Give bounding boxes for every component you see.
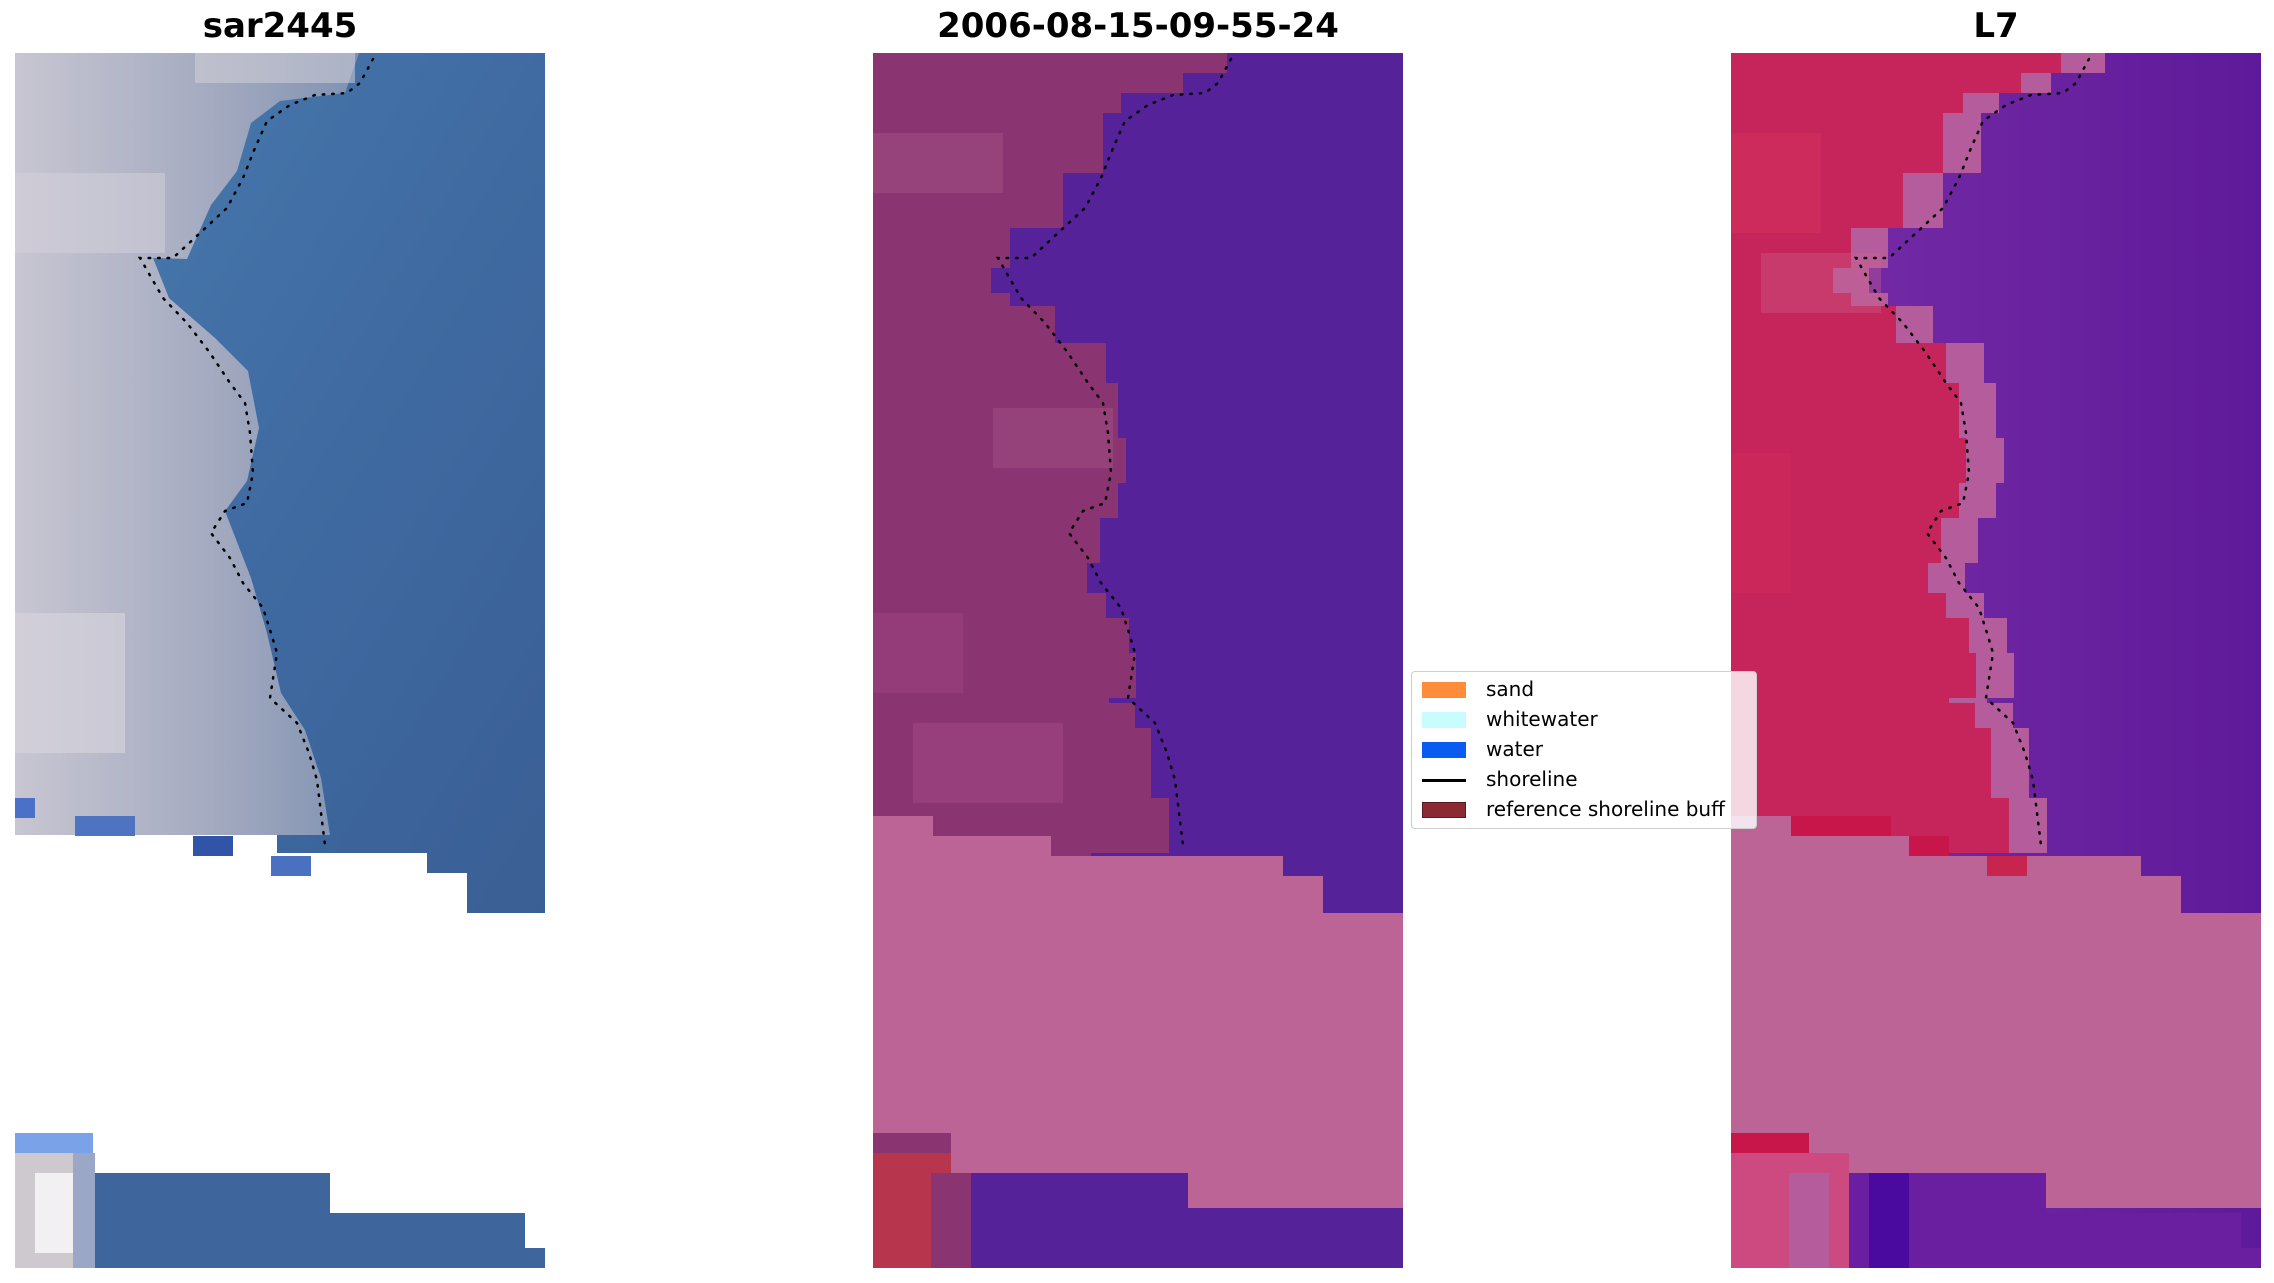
legend-label-water: water bbox=[1486, 737, 1543, 761]
panel-title-index: L7 bbox=[1973, 6, 2019, 46]
index-land-patch bbox=[1761, 253, 1881, 313]
classified-bottom-land bbox=[873, 1133, 951, 1153]
index-land-region bbox=[1731, 53, 2061, 853]
rgb-image bbox=[15, 53, 545, 1268]
classified-edge-patch bbox=[933, 816, 993, 836]
index-bottom-red bbox=[1731, 1133, 1809, 1153]
shoreline bbox=[137, 57, 375, 847]
sand-swatch bbox=[1422, 682, 1466, 698]
panel-title-classified: 2006-08-15-09-55-24 bbox=[937, 6, 1339, 46]
legend-label-shoreline: shoreline bbox=[1486, 767, 1578, 791]
water-swatch bbox=[1422, 742, 1466, 758]
rgb-bottom-bright bbox=[35, 1173, 75, 1253]
reference-buffer bbox=[873, 816, 1403, 1268]
index-edge-patch bbox=[1909, 836, 1949, 856]
classified-edge-patch bbox=[1051, 836, 1091, 856]
classified-edge-patch bbox=[873, 798, 893, 816]
index-image bbox=[1731, 53, 2261, 1268]
rgb-bottom-mid bbox=[73, 1153, 95, 1268]
index-edge-patch bbox=[1987, 856, 2027, 876]
rgb-bottom-strip bbox=[15, 1133, 93, 1153]
classified-image bbox=[873, 53, 1403, 1268]
legend-label-sand: sand bbox=[1486, 677, 1535, 701]
index-land-patch bbox=[1731, 133, 1821, 233]
index-bottom-water bbox=[1809, 1173, 2261, 1268]
rgb-bottom-water bbox=[93, 1173, 545, 1268]
legend-item-reference-buffer: reference shoreline buff bbox=[1422, 795, 1752, 823]
panel-title-rgb: sar2445 bbox=[202, 6, 358, 46]
rgb-water-edge bbox=[271, 856, 311, 876]
reference-buffer bbox=[1731, 816, 2261, 1268]
rgb-land-blob bbox=[195, 53, 355, 83]
classified-land-patch bbox=[913, 723, 1063, 803]
rgb-image-panel bbox=[15, 53, 545, 1268]
classified-bottom-edge bbox=[931, 1173, 971, 1268]
classified-bottom-water bbox=[951, 1173, 1403, 1268]
legend-item-shoreline: shoreline bbox=[1422, 765, 1752, 793]
index-bottom-light bbox=[1789, 1173, 1829, 1268]
rgb-water-edge bbox=[15, 798, 35, 818]
classified-land-patch bbox=[873, 613, 963, 693]
rgb-water-edge bbox=[193, 836, 233, 856]
legend-label-whitewater: whitewater bbox=[1486, 707, 1598, 731]
legend-item-whitewater: whitewater bbox=[1422, 705, 1752, 733]
whitewater-swatch bbox=[1422, 712, 1466, 728]
index-image-panel bbox=[1731, 53, 2261, 1268]
index-land-patch bbox=[1731, 453, 1791, 593]
rgb-land-blob bbox=[15, 173, 165, 253]
legend: sand whitewater water shoreline referenc… bbox=[1411, 671, 1757, 829]
legend-item-sand: sand bbox=[1422, 675, 1752, 703]
legend-label-reference-buffer: reference shoreline buff bbox=[1486, 797, 1725, 821]
index-bottom-dark bbox=[1869, 1173, 1909, 1268]
shoreline-line-swatch bbox=[1422, 779, 1466, 782]
classified-land-patch bbox=[873, 133, 1003, 193]
reference-buffer-swatch bbox=[1422, 802, 1466, 818]
legend-item-water: water bbox=[1422, 735, 1752, 763]
shoreline bbox=[1853, 57, 2091, 847]
index-edge-patch bbox=[1791, 816, 1891, 836]
classified-land-patch bbox=[993, 408, 1113, 468]
classified-image-panel bbox=[873, 53, 1403, 1268]
shoreline bbox=[995, 57, 1233, 847]
rgb-water-edge bbox=[75, 816, 135, 836]
rgb-land-blob bbox=[15, 613, 125, 753]
